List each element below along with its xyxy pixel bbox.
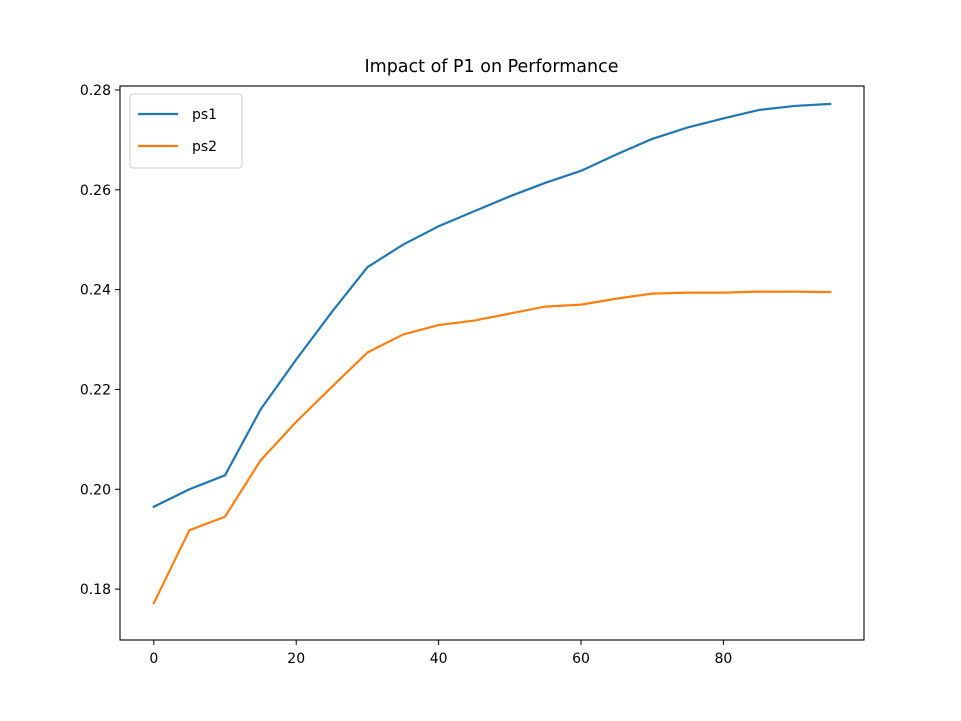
legend-box xyxy=(129,93,243,169)
y-tick-label: 0.24 xyxy=(80,283,111,299)
y-tick-label: 0.20 xyxy=(80,482,111,498)
y-tick-label: 0.18 xyxy=(80,582,111,598)
axes: 0 20 40 60 80 0.18 0.20 0.22 0.24 0.26 0.28 xyxy=(80,83,865,667)
series-line-ps2 xyxy=(152,290,832,605)
series-line-ps1 xyxy=(152,102,832,509)
y-tick-label: 0.28 xyxy=(80,83,111,99)
legend-label-ps2: ps2 xyxy=(192,139,217,155)
y-tick-label: 0.22 xyxy=(80,382,111,398)
x-tick-label: 20 xyxy=(287,651,305,667)
x-tick-label: 80 xyxy=(714,651,732,667)
axes-frame xyxy=(119,85,865,641)
x-tick-label: 60 xyxy=(572,651,590,667)
chart-title: Impact of P1 on Performance xyxy=(364,57,618,77)
x-tick-label: 0 xyxy=(149,651,158,667)
x-tick-label: 40 xyxy=(430,651,448,667)
legend: ps1 ps2 xyxy=(129,93,243,169)
plot-area xyxy=(152,102,832,605)
y-tick-label: 0.26 xyxy=(80,183,111,199)
legend-label-ps1: ps1 xyxy=(192,107,217,123)
